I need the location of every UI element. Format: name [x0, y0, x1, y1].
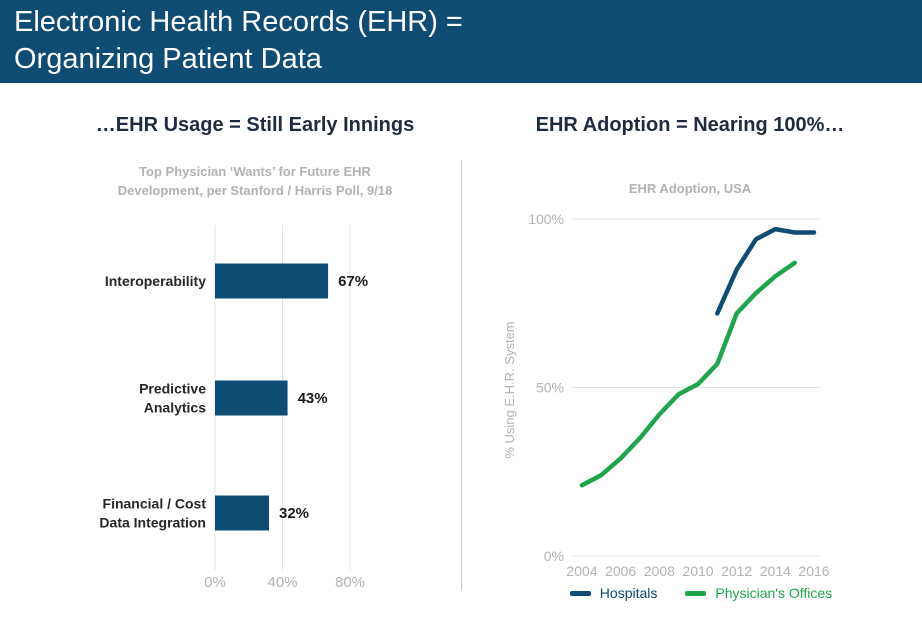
x-tick-label: 0% — [204, 574, 226, 591]
series-line-physician-s-offices — [579, 260, 797, 488]
bar-value-label: 32% — [279, 505, 309, 522]
y-tick-label: 0% — [544, 548, 564, 564]
line-chart-legend: Hospitals Physician's Offices — [480, 585, 922, 601]
x-tick-label: 2010 — [682, 563, 713, 579]
bar-value-label: 43% — [298, 390, 328, 407]
bar — [215, 380, 288, 416]
header-title-line1: Electronic Health Records (EHR) = — [14, 6, 463, 38]
vertical-divider — [461, 160, 462, 590]
y-axis-title: % Using E.H.R. System — [502, 321, 517, 458]
x-tick-label: 2016 — [798, 563, 829, 579]
bar-chart: 0% 40% 80% 67% Interoperability 43% Predictive… — [99, 225, 368, 591]
legend-swatch-icon — [569, 590, 591, 596]
header-title-line2: Organizing Patient Data — [14, 43, 322, 75]
bar — [215, 495, 269, 531]
x-tick-label: 2006 — [605, 563, 636, 579]
legend-item: Hospitals — [569, 585, 658, 601]
y-tick-label: 100% — [528, 211, 564, 227]
bar-chart-subtitle-line1: Top Physician ‘Wants’ for Future EHR — [139, 164, 371, 179]
bar-value-label: 67% — [338, 273, 368, 290]
bar-chart-subtitle-line2: Development, per Stanford / Harris Poll,… — [117, 183, 393, 198]
x-tick-label: 2014 — [760, 563, 791, 579]
header-band: Electronic Health Records (EHR) = Organi… — [0, 0, 922, 83]
x-tick-label: 40% — [267, 574, 297, 591]
x-tick-label: 2008 — [644, 563, 675, 579]
x-tick-label: 80% — [335, 574, 365, 591]
legend-label: Physician's Offices — [715, 585, 833, 601]
right-panel-title: EHR Adoption = Nearing 100%… — [535, 114, 845, 136]
x-tick-label: 2004 — [566, 563, 597, 579]
line-chart: 100% 50% 0%2004 2006 2008 2010 2012 2014 2016 % U… — [502, 211, 830, 579]
left-panel-title: …EHR Usage = Still Early Innings — [95, 114, 415, 136]
category-label: Predictive Analytics — [139, 381, 206, 416]
bar — [215, 263, 329, 299]
line-chart-subtitle: EHR Adoption, USA — [628, 181, 752, 196]
category-label: Interoperability — [105, 273, 206, 289]
y-tick-label: 50% — [536, 380, 564, 396]
legend-swatch-icon — [685, 590, 707, 596]
bar-chart-subtitle: Top Physician ‘Wants’ for Future EHR Dev… — [40, 162, 470, 200]
legend-item: Physician's Offices — [685, 585, 832, 601]
series-line-hospitals — [715, 226, 817, 316]
category-label: Financial / Cost Data Integration — [99, 496, 206, 531]
x-tick-label: 2012 — [721, 563, 752, 579]
legend-label: Hospitals — [599, 585, 658, 601]
